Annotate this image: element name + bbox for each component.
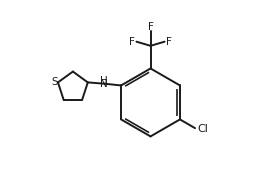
Text: H: H: [100, 76, 107, 85]
Text: N: N: [100, 79, 107, 89]
Text: Cl: Cl: [197, 124, 208, 134]
Text: S: S: [52, 77, 58, 87]
Text: F: F: [129, 37, 135, 47]
Text: F: F: [166, 37, 172, 47]
Text: F: F: [148, 22, 153, 32]
